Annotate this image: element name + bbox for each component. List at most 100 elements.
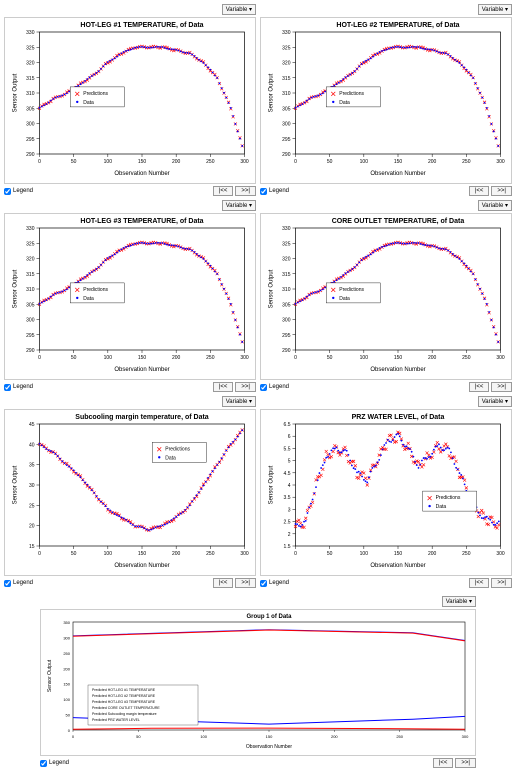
prev-button-0[interactable]: |<< — [213, 186, 234, 196]
svg-text:2: 2 — [288, 532, 291, 538]
svg-text:Group 1 of Data: Group 1 of Data — [246, 614, 292, 620]
svg-text:330: 330 — [26, 30, 35, 36]
chevron-down-icon: ▾ — [249, 399, 252, 405]
legend-checkbox-2[interactable]: Legend — [4, 384, 33, 391]
legend-checkbox-bottom[interactable]: Legend — [40, 760, 69, 767]
svg-text:300: 300 — [63, 635, 70, 640]
svg-text:295: 295 — [282, 137, 291, 143]
chart-panel-4: Variable ▾ Subcooling margin temperature… — [4, 396, 256, 588]
svg-text:250: 250 — [206, 159, 215, 165]
svg-text:HOT-LEG #1 TEMPERATURE, of Dat: HOT-LEG #1 TEMPERATURE, of Data — [80, 22, 203, 29]
chart-panel-3: Variable ▾ CORE OUTLET TEMPERATURE, of D… — [260, 200, 512, 392]
svg-text:330: 330 — [26, 226, 35, 232]
chart-panel-0: Variable ▾ HOT-LEG #1 TEMPERATURE, of Da… — [4, 4, 256, 196]
svg-text:Predictions: Predictions — [339, 287, 364, 293]
svg-text:Data: Data — [83, 100, 94, 106]
svg-text:3: 3 — [288, 507, 291, 513]
svg-text:Observation Number: Observation Number — [114, 367, 169, 373]
svg-text:290: 290 — [282, 152, 291, 158]
svg-text:350: 350 — [63, 620, 70, 625]
svg-text:305: 305 — [282, 106, 291, 112]
next-button-bottom[interactable]: >>| — [455, 758, 476, 768]
svg-text:Observation Number: Observation Number — [246, 744, 292, 750]
next-button-0[interactable]: >>| — [235, 186, 256, 196]
variable-select-0[interactable]: Variable ▾ — [222, 4, 256, 15]
next-button-3[interactable]: >>| — [491, 382, 512, 392]
legend-checkbox-4[interactable]: Legend — [4, 580, 33, 587]
svg-text:290: 290 — [26, 152, 35, 158]
svg-text:315: 315 — [26, 272, 35, 278]
svg-text:Sensor Output: Sensor Output — [13, 269, 19, 308]
svg-text:100: 100 — [360, 355, 369, 361]
svg-text:1.5: 1.5 — [284, 544, 291, 550]
svg-text:320: 320 — [26, 61, 35, 67]
svg-text:200: 200 — [428, 355, 437, 361]
chevron-down-icon: ▾ — [249, 203, 252, 209]
prev-button-1[interactable]: |<< — [469, 186, 490, 196]
svg-text:295: 295 — [26, 137, 35, 143]
svg-text:Sensor Output: Sensor Output — [13, 465, 19, 504]
variable-select-5[interactable]: Variable ▾ — [478, 396, 512, 407]
next-button-1[interactable]: >>| — [491, 186, 512, 196]
svg-text:Predicted CORE OUTLET TEMPERAT: Predicted CORE OUTLET TEMPERATURE — [92, 706, 160, 710]
prev-button-5[interactable]: |<< — [469, 578, 490, 588]
svg-text:100: 100 — [104, 551, 113, 557]
svg-text:315: 315 — [282, 76, 291, 82]
svg-text:Predictions: Predictions — [83, 287, 108, 293]
chart-3: CORE OUTLET TEMPERATURE, of Data05010015… — [260, 213, 512, 380]
svg-text:Data: Data — [83, 296, 94, 302]
svg-text:310: 310 — [26, 287, 35, 293]
svg-text:150: 150 — [138, 355, 147, 361]
svg-text:0: 0 — [294, 355, 297, 361]
prev-button-3[interactable]: |<< — [469, 382, 490, 392]
svg-text:Observation Number: Observation Number — [114, 171, 169, 177]
next-button-2[interactable]: >>| — [235, 382, 256, 392]
prev-button-bottom[interactable]: |<< — [433, 758, 454, 768]
legend-checkbox-3[interactable]: Legend — [260, 384, 289, 391]
next-button-5[interactable]: >>| — [491, 578, 512, 588]
svg-text:0: 0 — [68, 728, 71, 733]
svg-text:100: 100 — [104, 355, 113, 361]
svg-text:6: 6 — [288, 434, 291, 440]
legend-checkbox-5[interactable]: Legend — [260, 580, 289, 587]
variable-select-bottom[interactable]: Variable ▾ — [442, 596, 476, 607]
svg-text:300: 300 — [282, 318, 291, 324]
svg-text:150: 150 — [394, 355, 403, 361]
next-button-4[interactable]: >>| — [235, 578, 256, 588]
chart-4: Subcooling margin temperature, of Data05… — [4, 409, 256, 576]
chevron-down-icon: ▾ — [469, 599, 472, 605]
svg-text:300: 300 — [26, 122, 35, 128]
svg-text:4.5: 4.5 — [284, 471, 291, 477]
svg-text:50: 50 — [66, 713, 71, 718]
svg-text:50: 50 — [327, 159, 333, 165]
variable-select-1[interactable]: Variable ▾ — [478, 4, 512, 15]
svg-text:315: 315 — [26, 76, 35, 82]
svg-text:150: 150 — [138, 551, 147, 557]
legend-checkbox-1[interactable]: Legend — [260, 188, 289, 195]
svg-text:290: 290 — [282, 348, 291, 354]
prev-button-2[interactable]: |<< — [213, 382, 234, 392]
svg-text:330: 330 — [282, 226, 291, 232]
svg-text:305: 305 — [282, 302, 291, 308]
prev-button-4[interactable]: |<< — [213, 578, 234, 588]
svg-text:Predicted HOT-LEG #2 TEMPERATU: Predicted HOT-LEG #2 TEMPERATURE — [92, 694, 156, 698]
variable-select-3[interactable]: Variable ▾ — [478, 200, 512, 211]
chart-panel-1: Variable ▾ HOT-LEG #2 TEMPERATURE, of Da… — [260, 4, 512, 196]
svg-text:Data: Data — [165, 455, 176, 461]
svg-text:5: 5 — [288, 459, 291, 465]
svg-text:2.5: 2.5 — [284, 520, 291, 526]
svg-text:300: 300 — [240, 355, 249, 361]
svg-text:15: 15 — [29, 544, 35, 550]
svg-text:Data: Data — [436, 504, 447, 510]
svg-text:300: 300 — [26, 318, 35, 324]
svg-text:Observation Number: Observation Number — [114, 563, 169, 569]
variable-select-2[interactable]: Variable ▾ — [222, 200, 256, 211]
svg-text:300: 300 — [240, 159, 249, 165]
variable-select-4[interactable]: Variable ▾ — [222, 396, 256, 407]
svg-text:300: 300 — [496, 551, 505, 557]
svg-text:Data: Data — [339, 296, 350, 302]
legend-checkbox-0[interactable]: Legend — [4, 188, 33, 195]
svg-text:Predictions: Predictions — [165, 446, 190, 452]
svg-text:50: 50 — [136, 734, 141, 739]
svg-text:50: 50 — [327, 551, 333, 557]
